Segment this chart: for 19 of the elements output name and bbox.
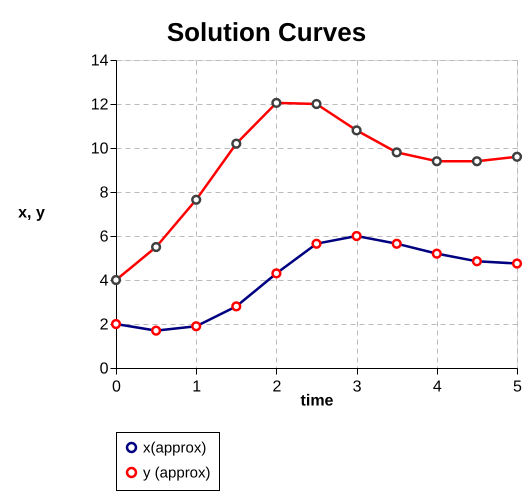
x-tick-label: 4 <box>432 378 442 396</box>
x-axis-title: time <box>300 392 334 410</box>
legend-label: x(approx) <box>143 440 206 456</box>
x-tick-label: 5 <box>513 378 522 396</box>
x-tick-label: 1 <box>192 378 202 396</box>
y-tick-label: 6 <box>100 228 109 246</box>
y-tick-label: 12 <box>90 96 109 114</box>
x-tick-label: 3 <box>352 378 362 396</box>
y-tick-label: 14 <box>90 52 109 70</box>
y-tick-label: 2 <box>100 316 109 334</box>
x-tick-label: 2 <box>272 378 282 396</box>
chart-title: Solution Curves <box>166 17 366 47</box>
x-tick-label: 0 <box>112 378 122 396</box>
legend-label: y (approx) <box>143 464 211 482</box>
y-axis-title: x, y <box>18 204 45 222</box>
y-tick-label: 4 <box>100 272 109 290</box>
y-tick-label: 8 <box>100 184 109 202</box>
y-tick-label: 0 <box>100 360 109 378</box>
y-tick-label: 10 <box>90 140 109 158</box>
